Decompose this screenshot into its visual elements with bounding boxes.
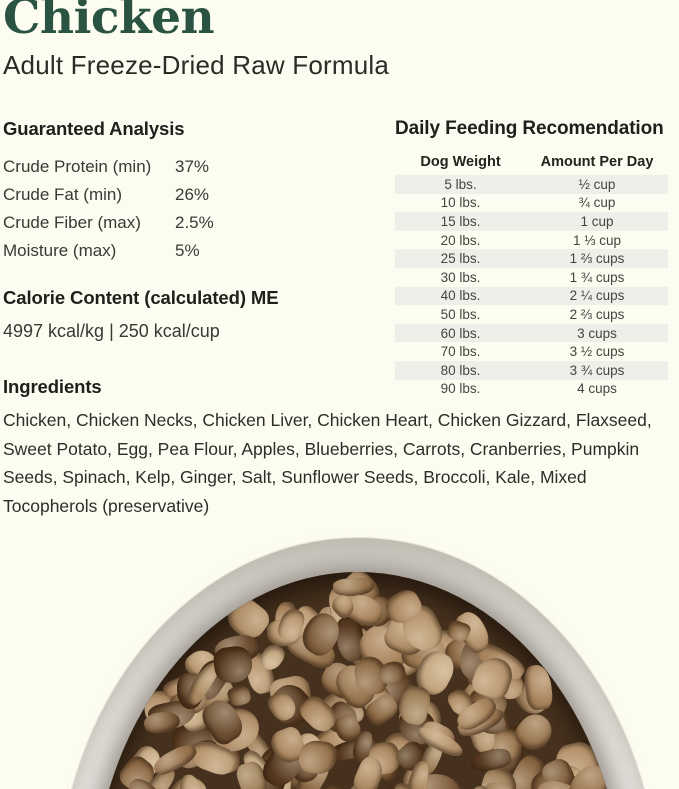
feeding-row: 70 lbs. 3 ½ cups [395,342,668,361]
feeding-row: 15 lbs. 1 cup [395,212,668,231]
feeding-row: 10 lbs. ¾ cup [395,194,668,213]
feeding-amount-cell: ½ cup [578,176,616,192]
feeding-amount-cell: ¾ cup [578,195,616,211]
feeding-amount-cell: 3 cups [577,325,617,341]
analysis-row: Crude Protein (min) 37% [3,153,383,181]
feeding-row: 20 lbs. 1 ⅓ cup [395,231,668,250]
feeding-amount-cell: 1 ⅓ cup [572,232,622,248]
feeding-weight-cell: 60 lbs. [440,325,481,341]
feeding-row: 80 lbs. 3 ¾ cups [395,360,668,380]
product-subtitle: Adult Freeze-Dried Raw Formula [3,50,390,80]
feeding-row: 90 lbs. 4 cups [395,380,668,399]
analysis-label: Crude Fiber (max) [3,213,141,232]
feeding-amount-cell: 1 cup [580,213,614,229]
feeding-table-body: 5 lbs. ½ cup 10 lbs. ¾ cup 15 lbs. 1 cup 20 lb… [395,175,668,398]
feeding-row: 5 lbs. ½ cup [395,175,668,194]
analysis-value: 37% [175,157,210,176]
daily-feeding-section: Daily Feeding Recomendation Dog Weight A… [395,118,668,398]
daily-feeding-heading: Daily Feeding Recomendation [395,118,664,139]
feeding-weight-cell: 90 lbs. [440,381,481,397]
feeding-weight-cell: 20 lbs. [440,232,481,248]
analysis-value: 2.5% [175,213,214,232]
feeding-amount-cell: 4 cups [577,381,617,397]
product-title: Chicken [3,0,215,45]
feeding-table-header: Dog Weight Amount Per Day [395,151,668,173]
analysis-row: Moisture (max) 5% [3,237,383,265]
guaranteed-analysis-section: Guaranteed Analysis Crude Protein (min) 3… [3,118,383,265]
calorie-content-heading: Calorie Content (calculated) ME [3,287,279,308]
bowl-food-pile [92,572,624,789]
analysis-label: Crude Protein (min) [3,157,152,176]
feeding-amount-cell: 1 ⅔ cups [569,251,625,267]
feeding-amount-cell: 1 ¾ cups [569,269,625,285]
feeding-amount-cell: 3 ½ cups [569,344,625,360]
analysis-row: Crude Fiber (max) 2.5% [3,209,383,237]
analysis-label: Crude Fat (min) [3,185,123,204]
ingredients-text: Chicken, Chicken Necks, Chicken Liver, C… [3,410,652,516]
analysis-row: Crude Fat (min) 26% [3,181,383,209]
feeding-weight-cell: 80 lbs. [440,362,481,378]
feeding-weight-cell: 30 lbs. [440,269,481,285]
feeding-row: 50 lbs. 2 ⅔ cups [395,305,668,324]
feeding-row: 40 lbs. 2 ¼ cups [395,286,668,306]
feeding-amount-cell: 2 ¼ cups [569,288,625,304]
feeding-weight-cell: 50 lbs. [440,306,481,322]
feeding-weight-cell: 25 lbs. [440,251,481,267]
feeding-row: 30 lbs. 1 ¾ cups [395,268,668,287]
feeding-row: 60 lbs. 3 cups [395,323,668,343]
analysis-value: 26% [175,185,210,204]
feeding-amount-cell: 3 ¾ cups [569,362,625,378]
analysis-value: 5% [175,241,200,260]
feeding-weight-cell: 15 lbs. [440,213,481,229]
column-header-amount-per-day: Amount Per Day [540,154,654,170]
product-photo-bowl [0,500,679,789]
column-header-dog-weight: Dog Weight [420,154,501,170]
calorie-content-section: Calorie Content (calculated) ME 4997 kca… [3,287,393,342]
feeding-weight-cell: 70 lbs. [440,344,481,360]
feeding-weight-cell: 5 lbs. [444,176,477,192]
guaranteed-analysis-list: Crude Protein (min) 37% Crude Fat (min) 26%… [3,153,383,265]
feeding-weight-cell: 10 lbs. [440,195,481,211]
feeding-weight-cell: 40 lbs. [440,288,481,304]
feeding-row: 25 lbs. 1 ⅔ cups [395,249,668,268]
calorie-content-value: 4997 kcal/kg | 250 kcal/cup [3,321,220,341]
feeding-amount-cell: 2 ⅔ cups [569,306,625,322]
analysis-label: Moisture (max) [3,241,117,260]
ingredients-heading: Ingredients [3,376,102,397]
guaranteed-analysis-heading: Guaranteed Analysis [3,118,185,139]
ingredients-section: Ingredients Chicken, Chicken Necks, Chic… [3,376,679,538]
